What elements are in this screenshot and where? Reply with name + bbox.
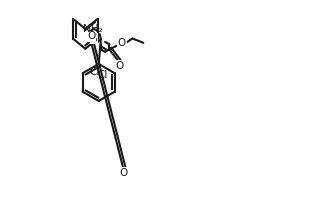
Text: Cl: Cl [89, 67, 99, 77]
Text: S: S [91, 34, 97, 44]
Text: NH₂: NH₂ [83, 25, 102, 34]
Text: O: O [119, 168, 127, 178]
Text: Cl: Cl [98, 70, 108, 80]
Text: O: O [87, 31, 96, 41]
Text: O: O [115, 61, 124, 71]
Text: O: O [118, 38, 126, 48]
